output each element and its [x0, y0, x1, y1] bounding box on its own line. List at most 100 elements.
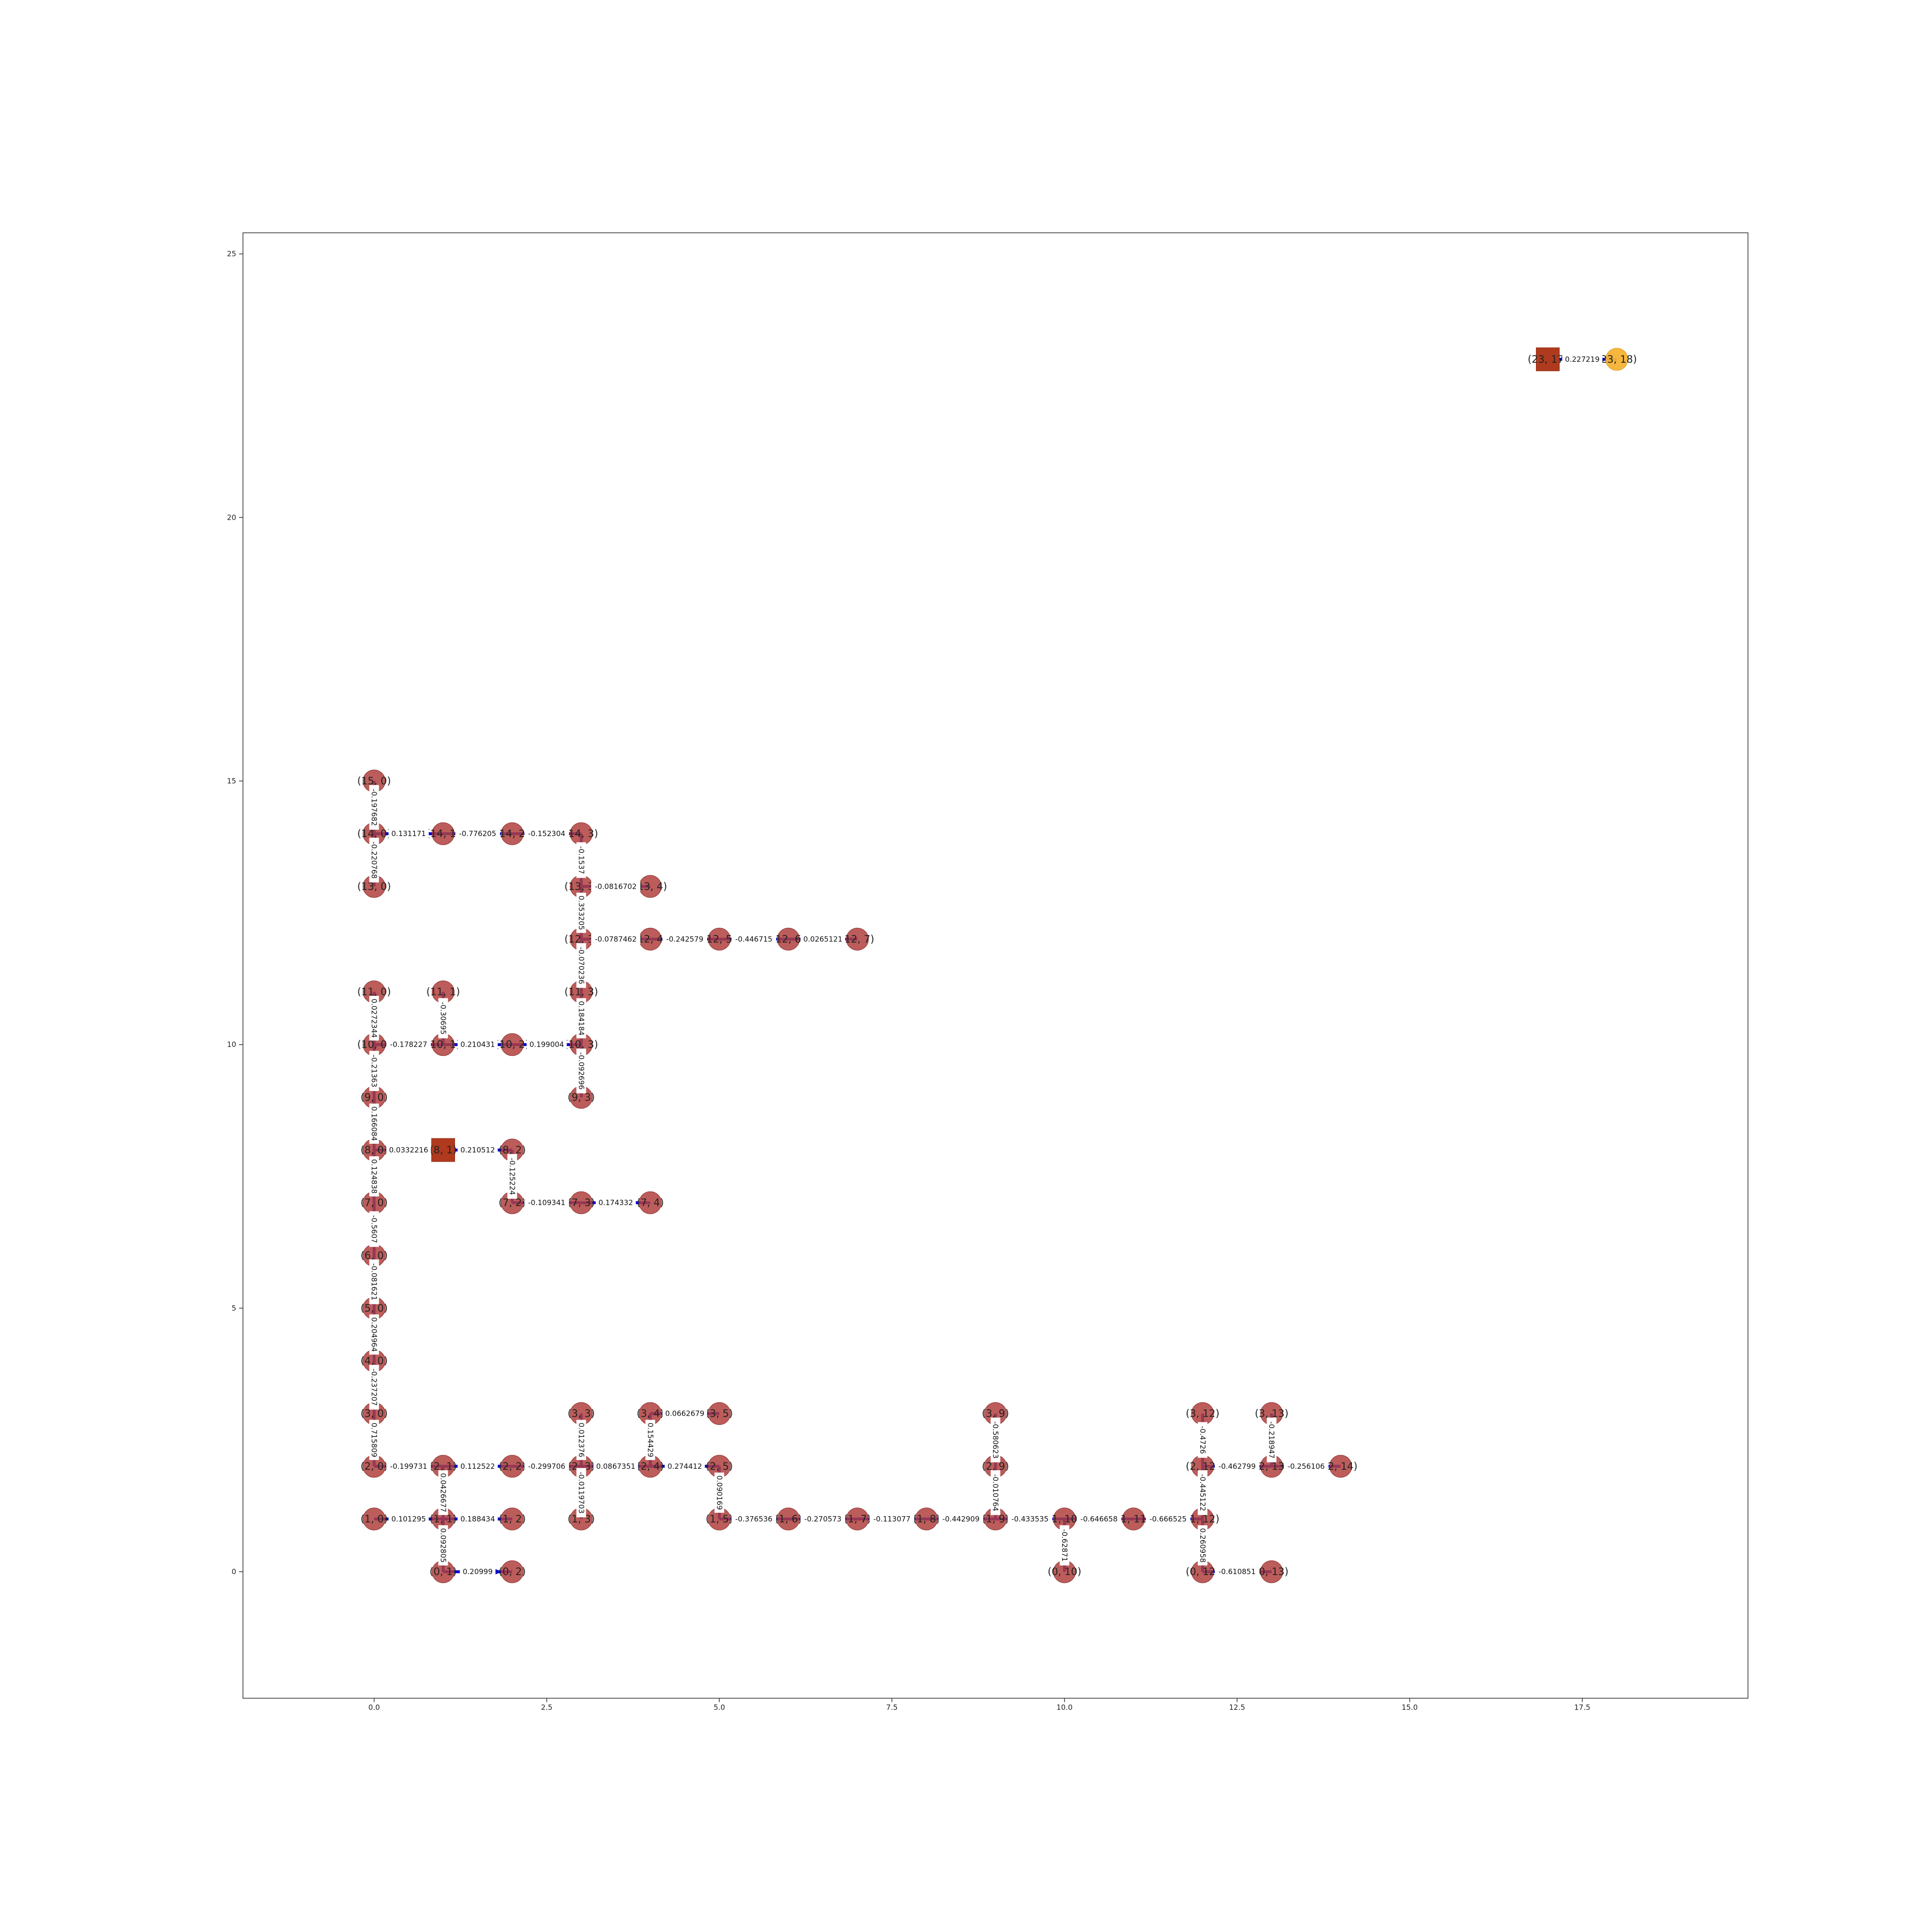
edge-weight-bg — [369, 1364, 379, 1410]
edge-weight-bg — [386, 1145, 431, 1155]
edge-weight-group: -0.152304 — [524, 829, 569, 839]
edge-weight-label: 0.199004 — [529, 1040, 564, 1049]
node-label: (6, 0) — [360, 1250, 387, 1261]
edge-weight-group: 0.0272344 — [369, 995, 379, 1041]
node-label: (3, 13) — [1255, 1408, 1289, 1420]
edge-weight-label: 0.0265121 — [803, 935, 842, 943]
edge-weight-group: -0.433535 — [1008, 1514, 1052, 1524]
edge-weight-label: 0.0867351 — [596, 1462, 635, 1471]
node-10,2 — [500, 1033, 524, 1056]
node-label: (10, 0) — [357, 1039, 391, 1051]
edge-weight-bg — [386, 1039, 431, 1050]
x-tick-label: 17.5 — [1574, 1703, 1590, 1712]
edge-weight-bg — [800, 934, 845, 944]
edge-weight-bg — [1146, 1514, 1191, 1524]
node-label: (23, 18) — [1597, 354, 1637, 365]
edge-weight-group: -0.113077 — [869, 1514, 914, 1524]
node-label: (10, 2) — [496, 1039, 529, 1051]
node-1,8 — [915, 1507, 938, 1531]
node-label: (1, 1) — [429, 1513, 456, 1525]
edge-weight-bg — [369, 1211, 379, 1247]
edge-weight-label: 0.0272344 — [370, 999, 379, 1038]
y-tick-label: 15 — [227, 777, 236, 785]
node-2,2 — [500, 1455, 524, 1478]
node-label: (14, 1) — [426, 828, 460, 839]
node-label: (3, 4) — [637, 1408, 664, 1420]
edge-weight-bg — [524, 1198, 569, 1208]
edge-weight-bg — [576, 842, 586, 878]
edge-weight-label: -0.433535 — [1011, 1515, 1049, 1523]
edge-weight-bg — [1562, 354, 1603, 364]
edge-weight-bg — [1197, 1525, 1208, 1566]
node-label: (14, 3) — [564, 828, 598, 839]
edge-weight-label: 0.0662679 — [665, 1409, 704, 1418]
y-tick-label: 25 — [227, 250, 236, 258]
edge-weight-bg — [1283, 1461, 1329, 1471]
edge-weight-label: -0.197682 — [370, 789, 379, 826]
node-label: (2, 13) — [1255, 1461, 1289, 1472]
edge-weight-bg — [1008, 1514, 1052, 1524]
edge-weight-bg — [591, 881, 640, 892]
edge-weight-label: -0.092696 — [577, 1052, 585, 1090]
node-label: (5, 0) — [360, 1302, 387, 1314]
edge-weight-group: -0.218947 — [1266, 1417, 1277, 1463]
edge-weight-bg — [1266, 1417, 1277, 1463]
edge-weight-group: -0.199731 — [386, 1461, 431, 1471]
node-0,2 — [500, 1560, 524, 1583]
x-tick-label: 0.0 — [369, 1703, 380, 1712]
node-label: (2, 4) — [637, 1461, 664, 1472]
edge-weight-label: -0.462799 — [1219, 1462, 1256, 1471]
edge-weight-label: 0.092805 — [439, 1528, 448, 1563]
edge-weight-group: 0.227219 — [1562, 354, 1603, 364]
edge-weight-group: -0.610851 — [1214, 1567, 1260, 1577]
edge-weight-group: 0.715809 — [369, 1420, 379, 1460]
edge-weight-label: 0.184184 — [577, 1001, 585, 1036]
edge-weight-label: -0.0816702 — [595, 882, 637, 891]
edge-weight-label: -0.0787462 — [595, 935, 637, 943]
edge-weight-group: -0.5607 — [369, 1211, 379, 1247]
edge-weight-bg — [457, 1461, 498, 1471]
node-label: (10, 3) — [564, 1039, 598, 1051]
node-label: (0, 10) — [1048, 1566, 1081, 1577]
edge-weight-group: 0.124838 — [369, 1156, 379, 1197]
edge-weight-bg — [576, 1048, 586, 1094]
node-label: (13, 0) — [357, 881, 391, 892]
node-label: (23, 17) — [1528, 354, 1568, 365]
edge-weight-bg — [369, 838, 379, 883]
edge-weight-label: 0.090169 — [715, 1476, 724, 1510]
edge-weight-group: 0.0426677 — [438, 1470, 448, 1515]
edge-weight-label: 0.204964 — [370, 1317, 379, 1352]
edge-weight-label: 0.210512 — [460, 1146, 495, 1154]
node-label: (0, 13) — [1255, 1566, 1289, 1577]
edge-weight-label: -0.445122 — [1198, 1474, 1207, 1511]
x-tick-label: 7.5 — [886, 1703, 898, 1712]
edge-weight-label: -0.30695 — [439, 1002, 448, 1034]
edge-weight-group: -0.070236 — [576, 943, 586, 988]
edge-weight-bg — [645, 1420, 655, 1460]
edge-weight-group: -0.0787462 — [591, 934, 640, 944]
edge-weight-group: -0.442909 — [938, 1514, 983, 1524]
edge-arrow-0,1-0,2 — [494, 1568, 502, 1576]
node-label: (2, 9) — [982, 1461, 1009, 1472]
edge-weight-label: -0.081621 — [370, 1263, 379, 1300]
edge-weight-label: 0.131171 — [391, 829, 426, 838]
node-label: (3, 0) — [360, 1408, 387, 1420]
edge-weight-group: 0.210431 — [457, 1039, 498, 1050]
edge-weight-label: -0.21363 — [370, 1055, 379, 1087]
node-label: (7, 4) — [637, 1197, 664, 1208]
node-label: (2, 14) — [1324, 1461, 1358, 1472]
node-square-23,17 — [1535, 347, 1560, 371]
plot-frame — [242, 232, 1748, 1699]
edge-weight-label: 0.012376 — [577, 1422, 585, 1457]
edge-weight-group: -0.580623 — [991, 1417, 1000, 1463]
node-label: (7, 2) — [498, 1197, 526, 1208]
node-12,5 — [708, 927, 731, 951]
node-label: (14, 0) — [357, 828, 391, 839]
edge-weight-group: -0.242579 — [662, 934, 708, 944]
edge-weight-bg — [662, 1408, 708, 1419]
edge-weight-group: -0.220768 — [369, 838, 379, 883]
edge-weight-group: 0.154429 — [645, 1420, 655, 1460]
edge-weight-label: -0.5607 — [370, 1215, 379, 1243]
edge-weight-bg — [662, 934, 708, 944]
